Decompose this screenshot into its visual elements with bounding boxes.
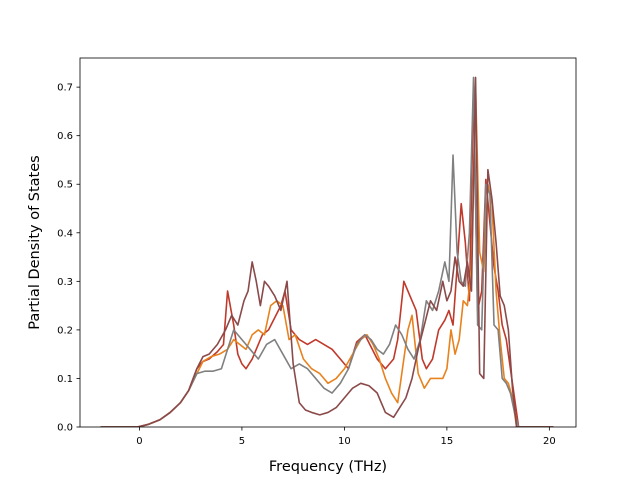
y-tick-label: 0.2	[57, 325, 73, 336]
y-tick-label: 0.3	[57, 277, 73, 288]
y-tick-label: 0.1	[57, 374, 73, 385]
x-tick-label: 0	[136, 436, 142, 447]
y-tick-label: 0.4	[57, 228, 73, 239]
x-tick-label: 15	[441, 436, 454, 447]
series-line-3	[100, 76, 554, 427]
y-tick-label: 0.7	[57, 83, 73, 94]
x-axis-title: Frequency (THz)	[269, 459, 387, 475]
x-tick-label: 10	[338, 436, 351, 447]
x-axis: 0 5 10 15 20	[136, 427, 556, 447]
x-tick-label: 5	[239, 436, 245, 447]
y-axis: 0.0 0.1 0.2 0.3 0.4 0.5 0.6 0.7	[57, 83, 80, 434]
y-tick-label: 0.6	[57, 131, 73, 142]
y-tick-label: 0.5	[57, 180, 73, 191]
plot-frame	[79, 57, 577, 428]
x-tick-label: 20	[543, 436, 556, 447]
series-layer	[100, 76, 554, 427]
y-tick-label: 0.0	[57, 423, 73, 434]
series-line-4	[100, 76, 554, 427]
y-axis-title: Partial Density of States	[27, 155, 43, 329]
